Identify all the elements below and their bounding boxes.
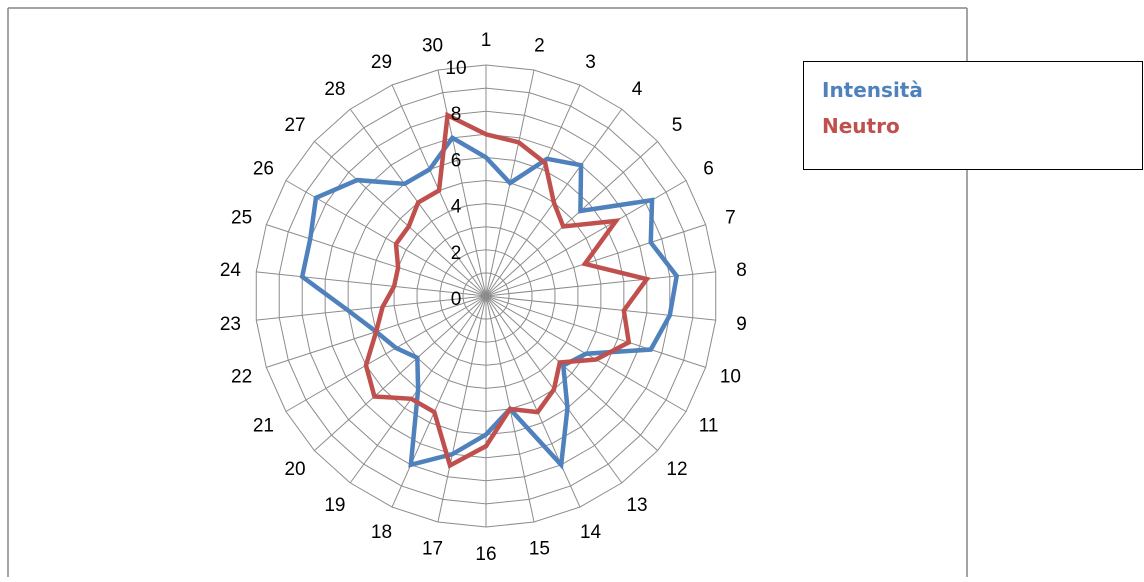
radar-grid [255, 64, 717, 528]
category-label: 27 [284, 115, 305, 136]
category-label: 14 [580, 522, 602, 543]
category-label: 19 [324, 495, 345, 516]
category-label: 21 [253, 416, 274, 437]
category-label: 10 [720, 366, 741, 387]
series-lines [299, 111, 680, 470]
grid-spoke [285, 180, 487, 297]
category-label: 15 [529, 538, 550, 559]
grid-spoke [285, 295, 487, 412]
category-label: 2 [534, 36, 545, 57]
category-label: 18 [371, 522, 392, 543]
grid-spoke [485, 295, 706, 368]
grid-spoke [391, 295, 487, 508]
grid-spoke [256, 295, 487, 321]
category-label: 4 [632, 79, 643, 100]
category-label: 5 [672, 115, 683, 136]
grid-spoke [313, 295, 487, 451]
grid-spoke [313, 141, 487, 297]
category-label: 8 [736, 260, 747, 281]
radial-tick-label: 2 [451, 243, 462, 264]
category-label: 24 [220, 260, 242, 281]
series-line-intensit [299, 134, 680, 470]
category-label: 28 [324, 79, 345, 100]
category-label: 17 [422, 538, 443, 559]
grid-spoke [485, 295, 581, 508]
category-label: 11 [699, 416, 719, 437]
grid-spoke [437, 69, 487, 297]
grid-spoke [485, 180, 687, 297]
series-line-neutro [363, 111, 651, 469]
legend-entry-neutro: Neutro [822, 114, 900, 138]
legend: Intensità Neutro [803, 61, 1143, 170]
category-label: 29 [371, 52, 392, 73]
category-label: 23 [220, 314, 241, 335]
category-labels: 1 234567891011121314151617181920212223242… [220, 30, 747, 565]
grid-spoke [485, 295, 716, 321]
radial-tick-label: 4 [451, 197, 462, 218]
grid-spoke [485, 224, 706, 297]
category-label: 3 [585, 52, 596, 73]
grid-spoke [256, 271, 487, 297]
radial-tick-label: 10 [445, 58, 466, 79]
category-label: 16 [475, 544, 496, 565]
grid-spoke [266, 224, 487, 297]
category-label: 20 [284, 459, 305, 480]
category-label: 1 [481, 30, 492, 51]
radial-tick-labels: 0 2 4 6 8 10 [445, 58, 466, 310]
category-label: 12 [666, 459, 687, 480]
radial-tick-label: 6 [451, 150, 462, 171]
radial-tick-label: 0 [451, 289, 462, 310]
category-label: 9 [736, 314, 747, 335]
radial-tick-label: 8 [451, 104, 462, 125]
category-label: 26 [253, 159, 274, 180]
category-label: 7 [725, 208, 736, 229]
category-label: 6 [703, 159, 714, 180]
category-label: 30 [422, 36, 443, 57]
category-label: 13 [626, 495, 647, 516]
grid-spoke [437, 295, 487, 523]
grid-spoke [485, 84, 581, 297]
legend-entry-intensita: Intensità [822, 78, 923, 102]
grid-spoke [485, 295, 659, 451]
category-label: 22 [231, 366, 252, 387]
grid-spoke [485, 141, 659, 297]
category-label: 25 [231, 208, 252, 229]
